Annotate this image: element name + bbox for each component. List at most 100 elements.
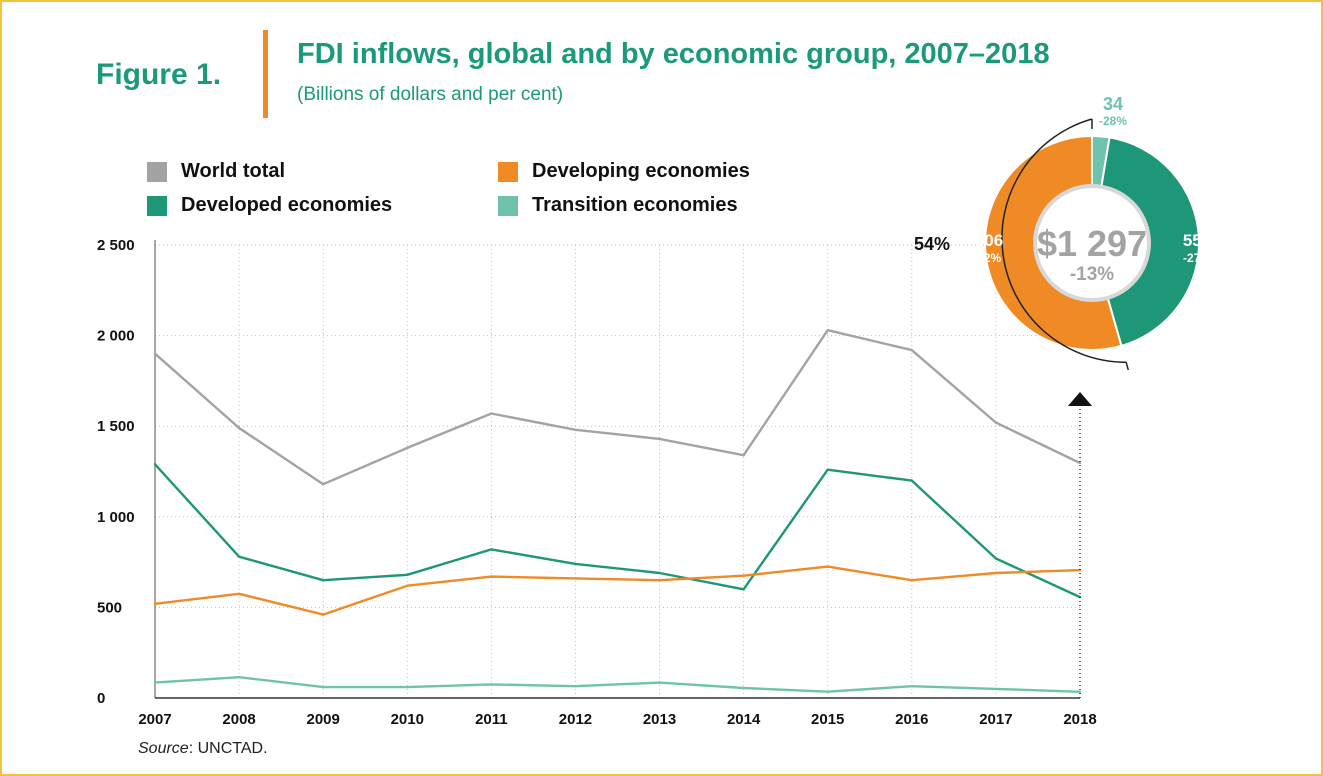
data-point-developing [490, 575, 493, 578]
x-tick-label: 2015 [811, 711, 844, 728]
data-point-developing [406, 584, 409, 587]
donut-label-developing-value: 706 [975, 231, 1003, 250]
data-point-world [574, 428, 577, 432]
x-tick-label: 2012 [559, 711, 592, 728]
x-tick-label: 2008 [222, 711, 255, 728]
data-point-world [237, 426, 241, 430]
data-point-developed [490, 548, 493, 551]
data-point-transition [742, 686, 745, 690]
legend-label-transition: Transition economies [532, 194, 738, 216]
data-point-world [321, 482, 325, 486]
series-line-developed [154, 463, 1081, 599]
data-point-world [153, 352, 157, 355]
data-point-world [826, 328, 829, 332]
data-point-developing [742, 574, 745, 577]
data-point-developed [994, 557, 998, 560]
source-note: Source: UNCTAD. [138, 740, 268, 758]
x-tick-label: 2007 [138, 711, 171, 728]
source-label: Source [138, 740, 189, 757]
data-point-developed [742, 588, 745, 591]
donut-label-transition-change: -28% [1099, 114, 1127, 128]
data-point-developing [994, 571, 998, 575]
data-point-developed [237, 555, 241, 558]
data-point-world [994, 421, 998, 424]
share-bracket [1001, 118, 1127, 363]
title-divider [263, 30, 268, 118]
legend-item-developing: Developing economies [498, 160, 750, 183]
data-point-transition [1078, 690, 1082, 694]
data-point-developing [321, 613, 325, 616]
data-point-developing [153, 602, 157, 605]
legend-swatch-world [147, 161, 167, 182]
data-point-transition [910, 685, 914, 688]
data-point-developing [826, 565, 829, 568]
x-tick-label: 2010 [391, 711, 424, 728]
legend-swatch-developed [147, 195, 167, 216]
data-point-transition [490, 683, 493, 686]
data-point-developing [237, 592, 241, 596]
donut-label-transition-value: 34 [1103, 94, 1123, 114]
data-point-developed [826, 468, 829, 471]
legend-item-transition: Transition economies [498, 194, 738, 217]
donut-label-developing-change: +2% [977, 251, 1002, 265]
data-point-world [406, 446, 409, 450]
data-point-developed [321, 579, 325, 582]
developing-share-label: 54% [914, 234, 950, 254]
y-tick-label: 1 500 [97, 418, 135, 435]
data-point-developed [910, 479, 914, 482]
donut-total-value: $1 297 [1037, 223, 1147, 264]
y-tick-label: 500 [97, 599, 122, 616]
y-tick-label: 2 000 [97, 328, 135, 345]
x-tick-label: 2018 [1063, 711, 1096, 728]
chart-title: FDI inflows, global and by economic grou… [297, 38, 1050, 70]
data-point-developed [406, 573, 409, 576]
y-tick-label: 1 000 [97, 509, 135, 526]
data-point-world [490, 412, 493, 415]
data-point-transition [406, 685, 409, 689]
data-point-transition [658, 681, 661, 684]
data-point-world [742, 453, 745, 457]
legend-item-world: World total [147, 160, 285, 183]
legend-swatch-developing [498, 161, 518, 182]
data-point-developing [910, 579, 914, 582]
data-point-transition [574, 685, 577, 688]
share-bracket-end [1125, 362, 1130, 371]
data-point-world [658, 437, 661, 441]
donut-total-change: -13% [1070, 264, 1114, 285]
x-tick-label: 2016 [895, 711, 928, 728]
donut-label-developed-value: 557 [1183, 231, 1211, 250]
data-point-world [910, 348, 914, 352]
data-point-developed [574, 562, 577, 566]
data-point-transition [994, 687, 998, 691]
legend-label-developed: Developed economies [181, 194, 393, 216]
donut-pointer-arrow [1068, 392, 1092, 406]
donut-label-developed-change: -27% [1183, 251, 1211, 265]
data-point-developed [658, 571, 661, 575]
legend-label-world: World total [181, 160, 286, 182]
x-tick-label: 2017 [979, 711, 1012, 728]
legend-item-developed: Developed economies [147, 194, 392, 217]
series-line-developing [154, 565, 1081, 616]
x-tick-label: 2014 [727, 711, 761, 728]
x-tick-label: 2011 [475, 711, 508, 728]
donut-hole [1033, 184, 1151, 302]
data-point-transition [321, 685, 325, 689]
y-tick-label: 2 500 [97, 237, 135, 254]
series-line-transition [154, 676, 1081, 693]
x-tick-label: 2013 [643, 711, 676, 728]
data-point-transition [826, 690, 829, 693]
data-point-world [1078, 461, 1082, 465]
chart-subtitle: (Billions of dollars and per cent) [297, 84, 564, 105]
legend-swatch-transition [498, 195, 518, 216]
figure-label: Figure 1. [96, 58, 222, 91]
data-point-developing [574, 577, 577, 580]
y-tick-label: 0 [97, 690, 105, 707]
source-text: : UNCTAD. [188, 740, 268, 757]
legend-label-developing: Developing economies [532, 160, 750, 182]
series-line-world [154, 329, 1081, 486]
data-point-transition [237, 675, 241, 679]
data-point-developed [153, 463, 157, 466]
x-tick-label: 2009 [306, 711, 339, 728]
